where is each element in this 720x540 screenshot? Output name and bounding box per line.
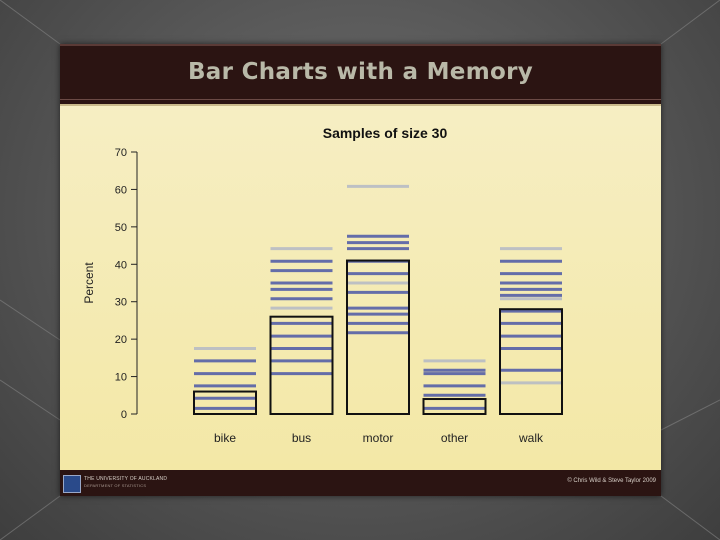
y-tick-label: 20 <box>115 334 127 346</box>
slide: Bar Charts with a Memory 0 10 20 30 40 50 60 70… <box>60 44 661 496</box>
slide-title: Bar Charts with a Memory <box>187 59 534 85</box>
chart-title: Samples of size 30 <box>323 125 448 141</box>
slide-footer: THE UNIVERSITY OF AUCKLAND DEPARTMENT OF… <box>60 470 661 496</box>
y-tick-label: 30 <box>115 297 127 309</box>
university-name: THE UNIVERSITY OF AUCKLAND <box>84 476 168 482</box>
bar <box>193 390 257 415</box>
x-category-label: bike <box>214 431 236 445</box>
x-category-label: walk <box>518 431 544 445</box>
chart-panel: 0 10 20 30 40 50 60 70 Samples of size 30 Percen… <box>60 104 661 472</box>
y-tick-label: 10 <box>115 372 127 384</box>
y-tick-label: 0 <box>121 409 127 421</box>
chart-bars <box>193 259 563 415</box>
bar <box>499 308 563 415</box>
bar <box>269 315 334 415</box>
title-divider <box>60 99 661 100</box>
y-tick-label: 60 <box>115 184 127 196</box>
university-crest-icon <box>63 475 81 493</box>
bar-chart: 0 10 20 30 40 50 60 70 Samples of size 30 Percen… <box>82 125 563 445</box>
slide-title-bar: Bar Charts with a Memory <box>60 44 661 106</box>
bar <box>422 398 487 415</box>
department-name: DEPARTMENT OF STATISTICS <box>84 483 147 488</box>
x-category-label: other <box>441 431 468 445</box>
y-tick-label: 50 <box>115 222 127 234</box>
y-tick-label: 70 <box>115 147 127 159</box>
x-category-label: bus <box>292 431 311 445</box>
y-axis-label: Percent <box>82 262 96 304</box>
memory-lines <box>194 184 562 410</box>
chart-axis: 0 10 20 30 40 50 60 70 <box>115 147 138 421</box>
copyright-credit: © Chris Wild & Steve Taylor 2009 <box>567 478 656 484</box>
bar <box>346 259 410 415</box>
x-category-label: motor <box>363 431 394 445</box>
chart-labels: Samples of size 30 Percent bike bus motor oth… <box>82 125 544 445</box>
y-tick-label: 40 <box>115 259 127 271</box>
